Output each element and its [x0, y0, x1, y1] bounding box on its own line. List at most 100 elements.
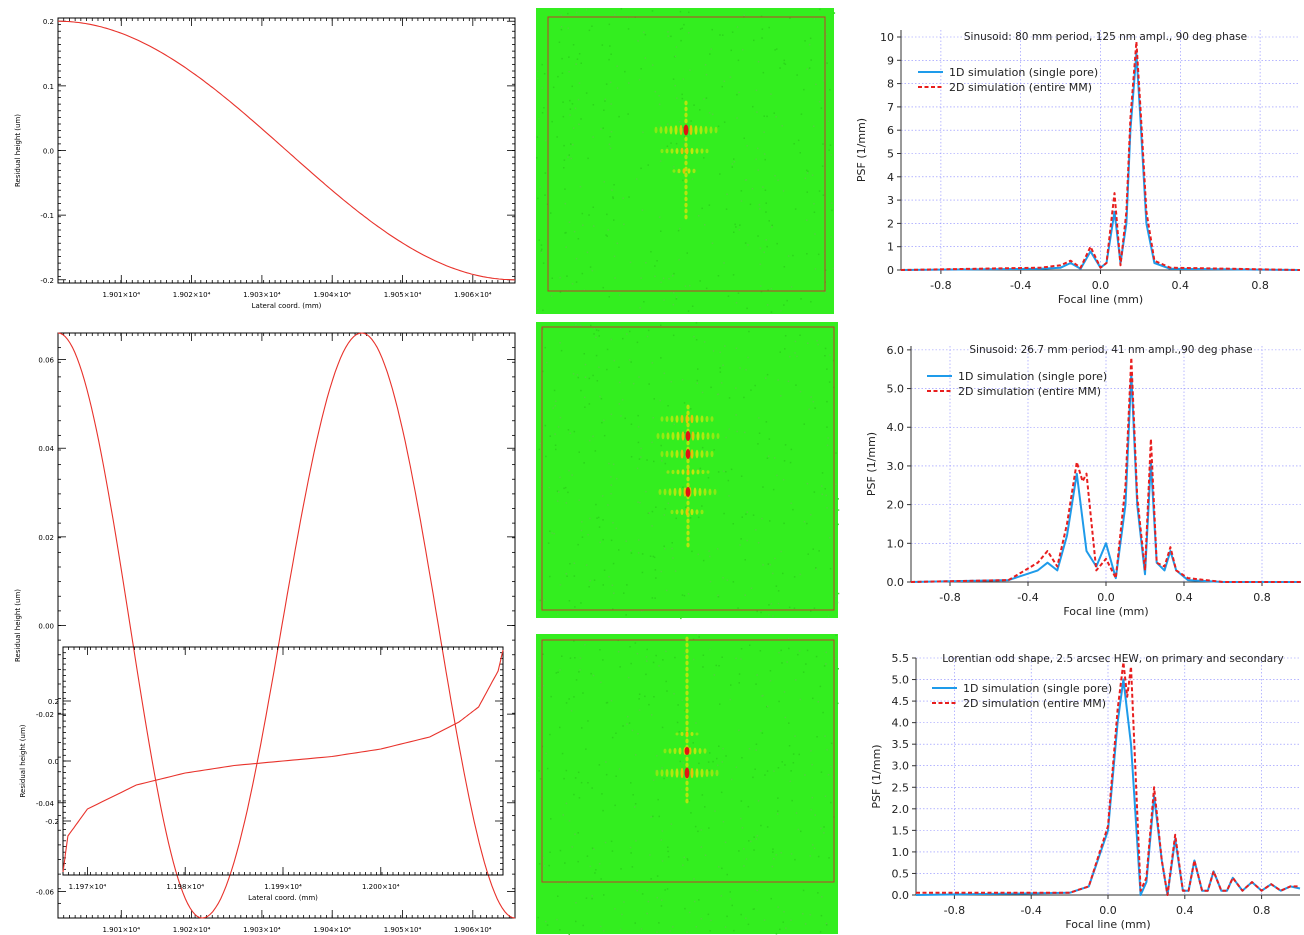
noise-speck: [551, 277, 553, 279]
noise-speck: [627, 676, 630, 679]
fringe-spot: [674, 125, 678, 135]
noise-speck: [831, 209, 833, 212]
noise-speck: [653, 398, 655, 400]
noise-speck: [837, 592, 840, 595]
noise-speck: [789, 355, 791, 358]
noise-speck: [762, 486, 764, 488]
noise-speck: [678, 258, 680, 261]
noise-speck: [647, 512, 650, 514]
noise-speck: [763, 131, 765, 133]
noise-speck: [660, 570, 662, 573]
noise-speck: [601, 44, 604, 46]
noise-speck: [620, 868, 622, 870]
fringe-spot: [695, 148, 699, 154]
noise-speck: [731, 163, 734, 165]
noise-speck: [575, 323, 577, 326]
noise-speck: [769, 670, 772, 672]
noise-speck: [556, 918, 558, 921]
noise-speck: [769, 680, 772, 682]
noise-speck: [559, 342, 561, 344]
noise-speck: [709, 930, 711, 932]
spine-fringe: [686, 410, 690, 416]
spine-fringe: [686, 524, 690, 530]
noise-speck: [760, 824, 762, 827]
noise-speck: [675, 298, 678, 300]
noise-speck: [772, 848, 774, 850]
noise-speck: [717, 764, 719, 767]
noise-speck: [804, 177, 807, 180]
noise-speck: [575, 679, 578, 681]
spine-fringe: [685, 696, 689, 702]
y-tick-label: -0.1: [40, 212, 54, 220]
noise-speck: [765, 421, 768, 423]
y-tick-label: 0: [887, 264, 894, 277]
noise-speck: [740, 817, 742, 820]
noise-speck: [684, 285, 687, 287]
noise-speck: [610, 840, 613, 843]
noise-speck: [681, 699, 683, 701]
noise-speck: [611, 850, 614, 852]
noise-speck: [725, 208, 728, 210]
noise-speck: [543, 73, 546, 75]
noise-speck: [676, 296, 678, 298]
noise-speck: [603, 434, 606, 437]
noise-speck: [719, 173, 721, 175]
noise-speck: [619, 928, 622, 931]
noise-speck: [550, 818, 552, 820]
noise-speck: [615, 527, 618, 530]
noise-speck: [674, 570, 677, 572]
noise-speck: [571, 283, 574, 285]
noise-speck: [575, 11, 578, 14]
fringe-spot: [706, 432, 710, 440]
noise-speck: [753, 836, 755, 838]
noise-speck: [820, 914, 823, 917]
fringe-spot: [690, 508, 694, 516]
noise-speck: [644, 695, 646, 698]
noise-speck: [656, 896, 658, 899]
noise-speck: [681, 594, 684, 596]
noise-speck: [610, 539, 613, 542]
noise-speck: [740, 658, 742, 660]
noise-speck: [767, 563, 770, 565]
noise-speck: [752, 908, 755, 910]
noise-speck: [778, 651, 780, 654]
spine-fringe: [684, 190, 688, 196]
noise-speck: [667, 850, 669, 853]
noise-speck: [720, 791, 723, 794]
x-tick-label: -0.8: [939, 591, 960, 604]
noise-speck: [725, 436, 727, 439]
noise-speck: [612, 562, 615, 565]
y-axis-label: PSF (1/mm): [865, 432, 878, 496]
noise-speck: [666, 430, 668, 433]
noise-speck: [646, 648, 648, 651]
spine-fringe: [684, 112, 688, 118]
fringe-spot: [705, 450, 709, 458]
fringe-spot: [656, 433, 660, 439]
noise-speck: [577, 860, 579, 863]
noise-speck: [629, 330, 631, 333]
noise-speck: [723, 80, 726, 82]
x-tick-label: 0.0: [1099, 904, 1117, 917]
noise-speck: [640, 928, 643, 930]
noise-speck: [602, 659, 604, 661]
noise-speck: [784, 335, 787, 337]
noise-speck: [610, 413, 613, 416]
noise-speck: [637, 552, 640, 554]
noise-speck: [564, 232, 566, 234]
noise-speck: [551, 120, 553, 123]
spine-fringe: [685, 786, 689, 792]
noise-speck: [610, 103, 612, 105]
noise-speck: [743, 14, 745, 16]
fringe-spot: [676, 469, 680, 475]
psf-peak: [685, 487, 691, 497]
noise-speck: [593, 327, 595, 329]
spine-fringe: [684, 208, 688, 214]
noise-speck: [758, 417, 760, 419]
noise-speck: [814, 233, 816, 235]
x-tick-label: 1.903×10⁴: [243, 926, 281, 934]
noise-speck: [826, 748, 828, 751]
noise-speck: [582, 692, 584, 694]
x-tick-label: -0.8: [944, 904, 965, 917]
noise-speck: [743, 396, 745, 399]
y-tick-label: 0.0: [43, 148, 54, 156]
